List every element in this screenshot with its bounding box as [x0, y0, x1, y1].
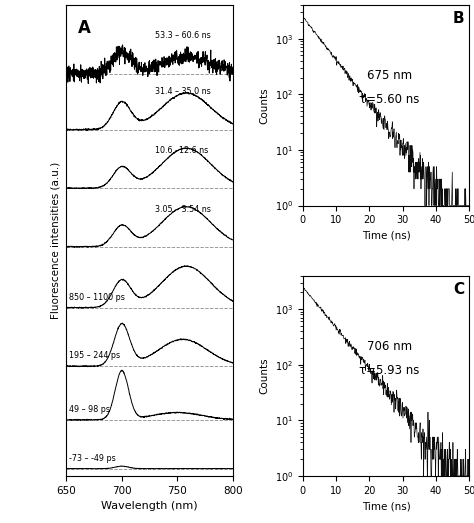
Y-axis label: Fluorescence intensities (a.u.): Fluorescence intensities (a.u.) — [51, 162, 61, 319]
X-axis label: Time (ns): Time (ns) — [362, 501, 410, 511]
Text: τ=5.93 ns: τ=5.93 ns — [359, 364, 419, 377]
X-axis label: Wavelength (nm): Wavelength (nm) — [101, 501, 198, 511]
X-axis label: Time (ns): Time (ns) — [362, 231, 410, 241]
Text: -73 – -49 ps: -73 – -49 ps — [69, 454, 115, 463]
Text: 49 – 98 ps: 49 – 98 ps — [69, 405, 109, 414]
Text: 31.4 – 35.0 ns: 31.4 – 35.0 ns — [155, 87, 211, 96]
Text: 10.6 –12.6 ns: 10.6 –12.6 ns — [155, 146, 209, 155]
Text: 675 nm: 675 nm — [367, 70, 412, 82]
Text: τ=5.60 ns: τ=5.60 ns — [359, 94, 419, 106]
Text: C: C — [453, 282, 464, 297]
Text: 53.3 – 60.6 ns: 53.3 – 60.6 ns — [155, 31, 211, 40]
Text: 195 – 244 ps: 195 – 244 ps — [69, 351, 120, 360]
Text: 3.05 – 3.54 ns: 3.05 – 3.54 ns — [155, 204, 211, 213]
Y-axis label: Counts: Counts — [259, 87, 269, 124]
Text: B: B — [453, 11, 464, 26]
Text: 850 – 1100 ps: 850 – 1100 ps — [69, 293, 125, 302]
Text: A: A — [78, 19, 91, 37]
Y-axis label: Counts: Counts — [259, 357, 269, 394]
Text: 706 nm: 706 nm — [367, 340, 412, 353]
